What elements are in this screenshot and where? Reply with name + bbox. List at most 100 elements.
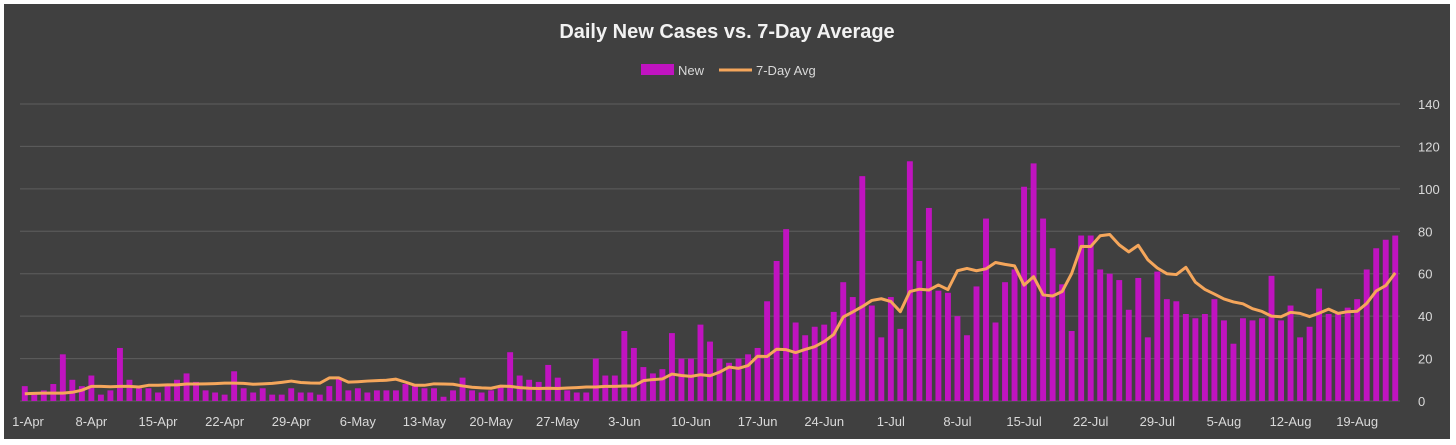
bar-new xyxy=(602,375,609,401)
x-tick-label: 3-Jun xyxy=(608,414,641,429)
bar-new xyxy=(402,384,409,401)
bar-new xyxy=(1087,235,1094,401)
bar-new xyxy=(1249,320,1256,401)
bar-new xyxy=(1030,163,1037,401)
bar-new xyxy=(1268,275,1275,401)
bar-new xyxy=(944,292,951,401)
bar-new xyxy=(40,390,47,401)
bar-new xyxy=(1154,271,1161,401)
bar-new xyxy=(783,229,790,401)
bar-new xyxy=(659,369,666,401)
bar-new xyxy=(1125,309,1132,401)
x-tick-label: 10-Jun xyxy=(671,414,711,429)
bar-new xyxy=(316,394,323,401)
bar-new xyxy=(107,390,114,401)
x-tick-label: 15-Jul xyxy=(1006,414,1042,429)
x-axis: 1-Apr 8-Apr 15-Apr 22-Apr 29-Apr 6-May 13-May 2… xyxy=(12,414,1378,429)
bar-new xyxy=(1363,269,1370,401)
bar-new xyxy=(326,386,333,401)
x-tick-label: 20-May xyxy=(469,414,513,429)
bar-new xyxy=(707,341,713,401)
bar-new xyxy=(1144,337,1151,401)
x-tick-label: 15-Apr xyxy=(138,414,178,429)
y-tick-label: 100 xyxy=(1418,182,1440,197)
bar-new xyxy=(231,371,238,401)
x-tick-label: 17-Jun xyxy=(738,414,778,429)
bar-new xyxy=(136,388,142,401)
chart-title: Daily New Cases vs. 7-Day Average xyxy=(559,21,894,43)
x-tick-label: 8-Apr xyxy=(75,414,107,429)
x-tick-label: 1-Jul xyxy=(877,414,905,429)
bar-new xyxy=(592,358,599,401)
bar-new xyxy=(421,388,428,401)
bar-new xyxy=(735,358,742,401)
bar-new xyxy=(1211,299,1218,401)
bar-new xyxy=(345,390,352,401)
bar-new xyxy=(164,384,171,401)
bar-new xyxy=(621,330,628,401)
bar-new xyxy=(212,392,219,401)
legend[interactable]: New 7-Day Avg xyxy=(641,63,816,78)
bar-new xyxy=(1316,288,1323,401)
bar-new xyxy=(640,367,647,401)
bar-new xyxy=(288,388,295,401)
bar-new xyxy=(78,386,85,401)
x-tick-label: 29-Apr xyxy=(272,414,312,429)
bar-new xyxy=(1240,318,1246,401)
x-tick-label: 27-May xyxy=(536,414,580,429)
bar-new xyxy=(925,207,932,401)
bar-new xyxy=(240,388,247,401)
series-new-bars xyxy=(21,161,1399,401)
x-tick-label: 29-Jul xyxy=(1140,414,1176,429)
bar-new xyxy=(250,392,257,401)
bar-new xyxy=(297,392,304,401)
bar-new xyxy=(1011,269,1018,401)
bar-new xyxy=(802,335,809,401)
bar-new xyxy=(1278,320,1284,401)
bar-new xyxy=(526,379,533,401)
bar-new xyxy=(1040,218,1047,401)
bar-new xyxy=(859,176,866,401)
bar-new xyxy=(649,373,656,401)
bar-new xyxy=(155,392,161,401)
bar-new xyxy=(1163,299,1170,401)
bar-new xyxy=(792,322,799,401)
bar-new xyxy=(716,358,723,401)
bar-new xyxy=(431,388,437,401)
x-tick-label: 22-Jul xyxy=(1073,414,1109,429)
bar-new xyxy=(1049,248,1056,401)
legend-label-avg: 7-Day Avg xyxy=(756,63,816,78)
bar-new xyxy=(1306,326,1313,401)
bar-new xyxy=(1335,314,1342,401)
x-tick-label: 19-Aug xyxy=(1336,414,1378,429)
bar-new xyxy=(221,394,228,401)
bar-new xyxy=(202,390,209,401)
bar-new xyxy=(373,390,380,401)
y-tick-label: 40 xyxy=(1418,309,1432,324)
bar-new xyxy=(507,352,514,401)
bar-new xyxy=(678,358,685,401)
bar-new xyxy=(1354,299,1361,401)
bar-new xyxy=(1078,235,1085,401)
bar-new xyxy=(992,322,999,401)
bar-new xyxy=(1106,273,1113,401)
bar-new xyxy=(688,358,694,401)
bar-new xyxy=(964,335,970,401)
bar-new xyxy=(811,326,818,401)
bar-new xyxy=(1002,282,1008,401)
bar-new xyxy=(335,377,342,401)
bar-new xyxy=(193,381,200,401)
bar-new xyxy=(1373,248,1380,401)
bar-new xyxy=(440,396,447,401)
bar-new xyxy=(145,388,152,401)
bar-new xyxy=(97,394,104,401)
bar-new xyxy=(830,311,837,401)
x-tick-label: 5-Aug xyxy=(1207,414,1242,429)
bar-new xyxy=(1287,305,1294,401)
bar-new xyxy=(887,297,894,401)
bar-new xyxy=(697,324,704,401)
bar-new xyxy=(69,379,76,401)
bar-new xyxy=(611,375,618,401)
